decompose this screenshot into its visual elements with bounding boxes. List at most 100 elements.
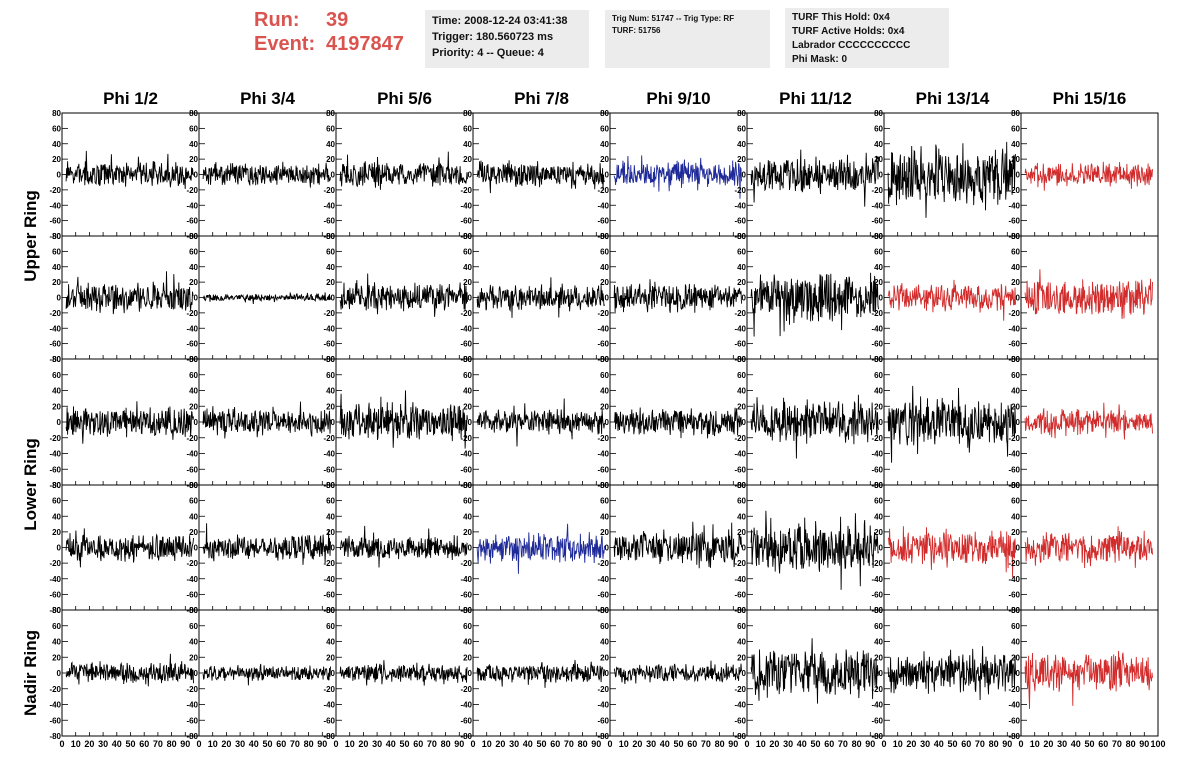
y-tick-label: 0	[194, 294, 199, 303]
waveform-trace	[65, 271, 194, 315]
y-tick-label: -60	[323, 465, 335, 474]
y-tick-label: -20	[186, 309, 198, 318]
x-tick-label: 10	[619, 739, 629, 749]
y-tick-label: 0	[605, 171, 610, 180]
y-tick-label: 40	[874, 512, 883, 521]
y-tick-label: 80	[52, 481, 61, 490]
y-tick-label: -40	[871, 450, 883, 459]
y-tick-label: 20	[737, 402, 746, 411]
y-tick-label: 80	[737, 232, 746, 241]
y-tick-label: 60	[463, 497, 472, 506]
y-tick-label: 20	[874, 278, 883, 287]
y-tick-label: 0	[879, 544, 884, 553]
y-tick-label: -40	[597, 201, 609, 210]
y-tick-label: -40	[597, 575, 609, 584]
y-tick-label: 0	[742, 669, 747, 678]
y-tick-label: 40	[874, 638, 883, 647]
waveform-trace	[613, 660, 742, 685]
x-tick-label: 100	[1150, 739, 1165, 749]
y-tick-label: 0	[57, 669, 62, 678]
x-tick-label: 10	[345, 739, 355, 749]
y-tick-label: 20	[874, 155, 883, 164]
y-tick-label: 80	[874, 481, 883, 490]
waveform-trace	[887, 385, 1016, 463]
y-tick-label: -20	[1008, 434, 1020, 443]
y-tick-label: 60	[463, 124, 472, 133]
x-tick-label: 30	[509, 739, 519, 749]
panel-frame	[335, 112, 474, 237]
trigger-line: Trigger: 180.560723 ms	[432, 31, 554, 43]
y-tick-label: -60	[49, 340, 61, 349]
y-tick-label: 40	[52, 387, 61, 396]
waveform-trace	[339, 273, 468, 317]
y-tick-label: 60	[463, 371, 472, 380]
y-tick-label: 0	[1016, 544, 1021, 553]
x-tick-label: 70	[290, 739, 300, 749]
y-tick-label: 0	[742, 294, 747, 303]
x-tick-label: 20	[358, 739, 368, 749]
waveform-trace	[1024, 161, 1153, 191]
y-tick-label: 0	[331, 669, 336, 678]
labrador-line: Labrador CCCCCCCCCC	[792, 40, 911, 51]
run-label: Run:	[254, 9, 300, 31]
x-tick-label: 20	[221, 739, 231, 749]
x-tick-label: 40	[112, 739, 122, 749]
x-tick-label: 30	[920, 739, 930, 749]
y-tick-label: -60	[597, 340, 609, 349]
y-tick-label: 20	[52, 155, 61, 164]
event-label: Event:	[254, 33, 316, 55]
y-tick-label: 20	[1011, 528, 1020, 537]
y-tick-label: 80	[326, 355, 335, 364]
phi-mask-line: Phi Mask: 0	[792, 54, 848, 65]
y-tick-label: 40	[600, 387, 609, 396]
y-tick-label: 80	[463, 355, 472, 364]
y-tick-label: -60	[460, 465, 472, 474]
x-tick-label: 50	[947, 739, 957, 749]
y-tick-label: -40	[597, 324, 609, 333]
y-tick-label: -60	[871, 465, 883, 474]
y-tick-label: 80	[737, 481, 746, 490]
x-tick-label: 70	[1112, 739, 1122, 749]
waveform-trace	[613, 521, 742, 569]
y-tick-label: 20	[737, 528, 746, 537]
y-tick-label: 80	[463, 606, 472, 615]
y-tick-label: -20	[323, 434, 335, 443]
y-tick-label: -40	[734, 324, 746, 333]
y-tick-label: -20	[186, 186, 198, 195]
y-tick-label: 40	[189, 263, 198, 272]
y-tick-label: 60	[874, 371, 883, 380]
waveform-trace	[750, 638, 879, 704]
y-tick-label: 40	[463, 387, 472, 396]
y-tick-label: 40	[326, 638, 335, 647]
x-tick-label: 20	[84, 739, 94, 749]
y-tick-label: 80	[1011, 355, 1020, 364]
y-tick-label: 60	[1011, 124, 1020, 133]
y-tick-label: -40	[871, 575, 883, 584]
y-tick-label: 40	[189, 512, 198, 521]
y-tick-label: 0	[57, 418, 62, 427]
y-tick-label: 0	[468, 669, 473, 678]
y-tick-label: 20	[326, 278, 335, 287]
y-tick-label: -60	[597, 590, 609, 599]
y-tick-label: -40	[460, 450, 472, 459]
y-tick-label: -20	[323, 559, 335, 568]
y-tick-label: 40	[189, 140, 198, 149]
x-tick-label: 0	[881, 739, 886, 749]
y-tick-label: 80	[326, 606, 335, 615]
x-tick-label: 90	[454, 739, 464, 749]
y-tick-label: -80	[49, 355, 61, 364]
y-tick-label: 80	[1011, 606, 1020, 615]
y-tick-label: 60	[189, 371, 198, 380]
y-tick-label: 40	[737, 263, 746, 272]
y-tick-label: 0	[194, 418, 199, 427]
x-tick-label: 20	[769, 739, 779, 749]
